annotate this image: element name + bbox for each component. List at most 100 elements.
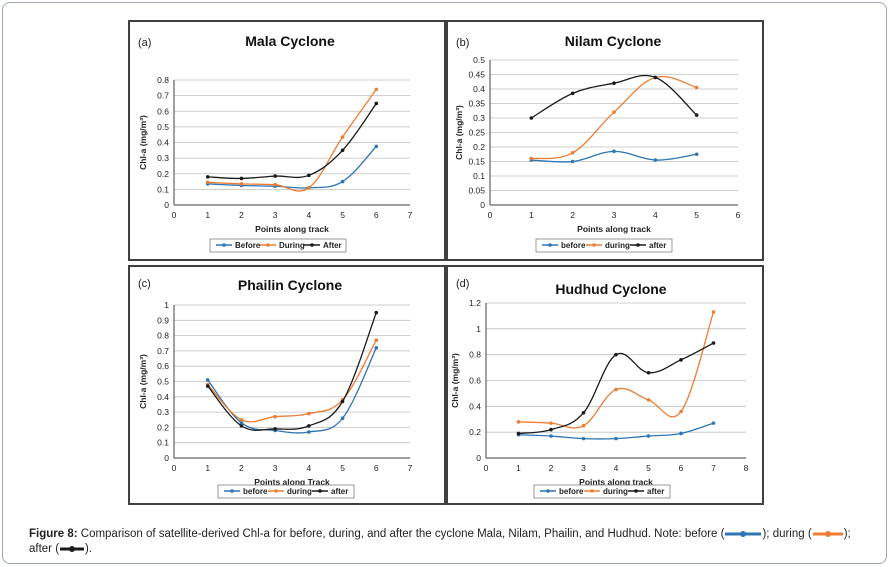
data-point-during [581, 423, 586, 428]
data-point-after [614, 352, 618, 357]
series-line-during [207, 339, 377, 423]
series-line-before [207, 145, 377, 189]
data-point-during [307, 186, 311, 190]
data-point-during [239, 182, 244, 186]
data-point-after [340, 399, 345, 404]
panel-hudhud: (d) Hudhud Cyclone 0 0.2 0.4 0.6 0.8 1 1.2 0 1 2 3 4 5… [446, 265, 764, 505]
data-point-during [516, 420, 521, 424]
y-tick-label: 0 [476, 453, 481, 463]
data-point-before [374, 144, 379, 149]
data-point-before [340, 416, 345, 421]
legend-label-after: After [323, 241, 342, 250]
chart-title: Phailin Cyclone [238, 277, 342, 293]
x-tick-label: 1 [205, 210, 210, 220]
x-tick-label: 7 [711, 463, 716, 473]
legend-label-during: During [279, 241, 305, 250]
data-point-before [340, 179, 345, 184]
data-point-during [529, 156, 534, 161]
data-point-before [694, 152, 699, 157]
caption-text: Comparison of satellite-derived Chl-a fo… [77, 528, 725, 540]
data-point-after [679, 358, 683, 362]
panel-label: (d) [456, 278, 469, 290]
x-tick-label: 2 [239, 210, 244, 220]
data-point-during [612, 110, 616, 114]
legend-marker-before [546, 489, 550, 493]
data-point-after [549, 427, 553, 432]
x-tick-label: 0 [172, 210, 177, 220]
caption-end: ). [85, 543, 93, 555]
y-tick-label: 1 [164, 300, 169, 310]
x-tick-label: 1 [205, 463, 210, 473]
legend-marker-before [222, 243, 226, 247]
legend-marker-during [592, 243, 596, 247]
y-tick-label: 0.6 [157, 361, 169, 371]
legend-label-before: before [561, 241, 586, 250]
legend-label-during: during [287, 487, 312, 496]
y-tick-label: 0.05 [468, 186, 485, 196]
legend-marker-after [310, 243, 314, 247]
chart-title: Nilam Cyclone [565, 33, 662, 49]
legend-marker-during [266, 243, 270, 247]
data-point-after [570, 91, 575, 96]
y-tick-label: 0.1 [473, 171, 485, 181]
data-point-after [646, 370, 651, 375]
x-tick-label: 4 [614, 463, 619, 473]
y-tick-label: 0.5 [473, 55, 485, 65]
y-axis-title: Chl-a (mg/m³) [454, 105, 464, 160]
data-point-after [581, 410, 586, 415]
chart-1: (b) Nilam Cyclone 0 0.05 0.1 0.15 0.2 0.25 0.3 0.… [454, 33, 741, 253]
legend: Before During After [209, 238, 347, 253]
legend-marker-during [590, 489, 594, 493]
y-tick-label: 0.7 [157, 346, 169, 356]
x-tick-label: 6 [736, 210, 741, 220]
chart-3: (d) Hudhud Cyclone 0 0.2 0.4 0.6 0.8 1 1.2 0 1 2 3 4 5… [450, 278, 749, 499]
legend-label-before: Before [235, 241, 261, 250]
caption-during-prefix: ); during ( [762, 528, 812, 540]
x-tick-label: 5 [646, 463, 651, 473]
data-point-after [711, 341, 716, 345]
legend: before during after [533, 484, 671, 499]
legend-box [535, 238, 673, 253]
x-tick-label: 2 [570, 210, 575, 220]
legend-marker-after [636, 243, 640, 247]
data-point-after [612, 81, 616, 85]
y-axis-title: Chl-a (mg/m³) [138, 115, 148, 170]
series-line-after [207, 312, 377, 431]
legend-label-before: before [243, 487, 268, 496]
y-tick-label: 0.1 [157, 184, 169, 194]
legend-box [533, 484, 671, 499]
x-tick-label: 5 [340, 210, 345, 220]
y-tick-label: 0.8 [157, 75, 169, 85]
x-axis-title: Points along track [255, 224, 329, 234]
data-point-during [273, 414, 277, 419]
data-point-after [374, 101, 379, 106]
x-tick-label: 6 [374, 210, 379, 220]
legend-label-after: after [331, 487, 348, 496]
x-tick-label: 1 [529, 210, 534, 220]
data-point-after [694, 113, 699, 117]
data-point-during [711, 310, 716, 314]
legend: before during after [535, 238, 673, 253]
legend-label-before: before [559, 487, 584, 496]
chart-2: (c) Phailin Cyclone 0 0.1 0.2 0.3 0.4 0.5 0.6 0.7… [138, 277, 413, 499]
y-tick-label: 0.4 [157, 138, 169, 148]
data-point-before [612, 149, 616, 154]
y-tick-label: 0.6 [469, 376, 481, 386]
legend-marker-before [548, 243, 552, 247]
panel-label: (a) [138, 37, 151, 49]
x-tick-label: 6 [374, 463, 379, 473]
y-tick-label: 0 [164, 200, 169, 210]
chart-0: (a) Mala Cyclone 0 0.1 0.2 0.3 0.4 0.5 0.6 0.7 0.8… [138, 33, 413, 253]
x-tick-label: 5 [694, 210, 699, 220]
x-tick-label: 3 [273, 210, 278, 220]
data-point-before [646, 434, 651, 438]
y-tick-label: 0.2 [469, 427, 481, 437]
data-point-during [549, 421, 553, 425]
data-point-before [549, 434, 553, 438]
legend: before during after [217, 484, 355, 499]
data-point-after [273, 174, 277, 178]
x-tick-label: 0 [488, 210, 493, 220]
y-tick-label: 0.2 [473, 142, 485, 152]
data-point-after [239, 424, 244, 428]
y-tick-label: 0.8 [469, 350, 481, 360]
